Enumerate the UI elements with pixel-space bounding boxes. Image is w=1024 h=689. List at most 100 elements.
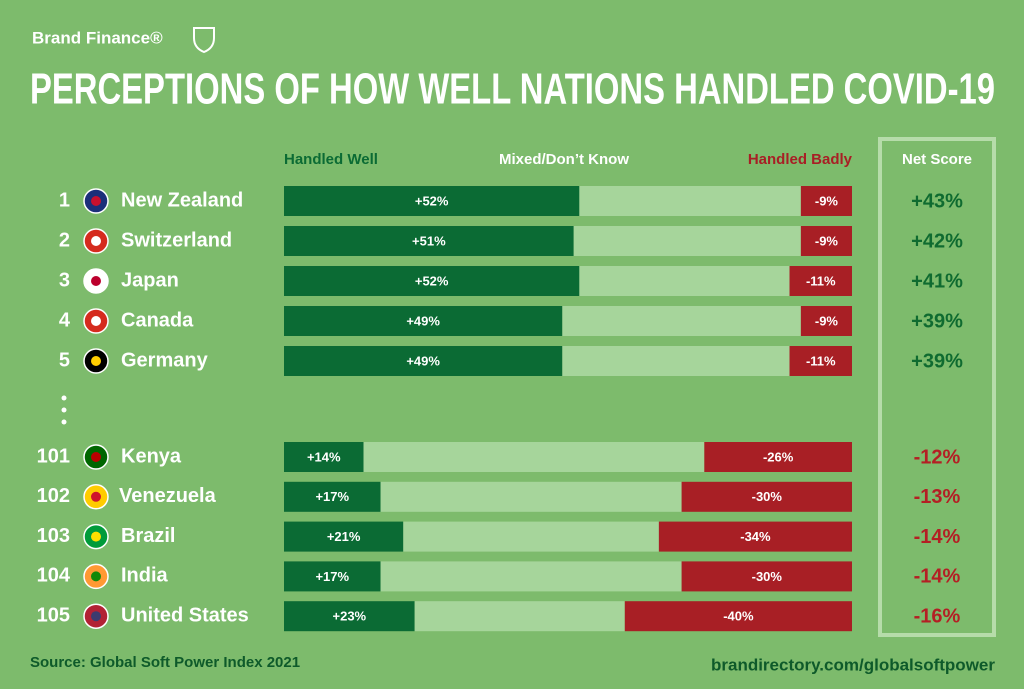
legend-label: Handled Well: [284, 151, 378, 168]
net-score: -13%: [914, 486, 961, 508]
flag-detail: [91, 491, 101, 502]
bar-segment: [284, 186, 580, 216]
value-label: -30%: [752, 489, 783, 504]
rank: 102: [37, 485, 70, 507]
bar-segment: [573, 226, 801, 256]
rank: 101: [37, 445, 70, 467]
url: brandirectory.com/globalsoftpower: [711, 655, 995, 674]
value-label: +52%: [415, 193, 449, 208]
country-name: India: [121, 565, 169, 587]
legend-label: Mixed/Don’t Know: [499, 151, 629, 168]
bar-segment: [284, 601, 415, 632]
value-label: -26%: [763, 449, 794, 464]
net-score: +39%: [911, 350, 963, 372]
bar-segment: [284, 481, 381, 512]
bar-segment: [624, 601, 852, 632]
rank: 1: [59, 189, 70, 211]
bar-segment: [800, 226, 852, 256]
country-name: Brazil: [121, 525, 175, 547]
rank: 104: [37, 565, 71, 587]
net-score: -14%: [914, 526, 961, 548]
net-score: -16%: [914, 605, 961, 627]
flag-detail: [91, 316, 101, 326]
bar-segment: [403, 521, 659, 552]
net-score-header: Net Score: [902, 151, 972, 168]
rank: 105: [37, 604, 70, 626]
net-score: -14%: [914, 566, 961, 588]
country-name: Canada: [121, 309, 194, 331]
net-score: +43%: [911, 190, 963, 212]
bar-segment: [284, 521, 404, 552]
value-label: -9%: [815, 193, 839, 208]
rank: 3: [59, 269, 70, 291]
source: Source: Global Soft Power Index 2021: [30, 654, 300, 671]
rank: 4: [59, 309, 71, 331]
flag-detail: [91, 276, 101, 286]
country-name: Switzerland: [121, 229, 232, 251]
brand-crest: [193, 27, 215, 54]
value-label: -9%: [815, 313, 839, 328]
dot: [61, 419, 67, 425]
bar-segment: [380, 561, 682, 592]
rank: 2: [59, 229, 70, 251]
flag-detail: [91, 531, 101, 542]
bar-segment: [579, 266, 790, 296]
value-label: +17%: [315, 569, 349, 584]
net-score: +39%: [911, 310, 963, 332]
bar-segment: [800, 186, 852, 216]
value-label: +49%: [406, 313, 440, 328]
value-label: -34%: [740, 529, 771, 544]
bar-segment: [562, 346, 790, 376]
rank: 103: [37, 525, 70, 547]
legend-label: Handled Badly: [748, 151, 853, 168]
bar-segment: [579, 186, 801, 216]
bar-segment: [284, 226, 574, 256]
country-name: Japan: [121, 269, 179, 291]
flag-detail: [91, 196, 101, 206]
flag-detail: [91, 236, 101, 246]
flag-detail: [91, 452, 101, 462]
value-label: +21%: [327, 529, 361, 544]
value-label: -40%: [723, 609, 754, 624]
country-name: United States: [121, 604, 249, 626]
dot: [61, 407, 67, 413]
bar-segment: [284, 266, 580, 296]
net-score: +41%: [911, 270, 963, 292]
chart-title: PERCEPTIONS OF HOW WELL NATIONS HANDLED …: [30, 65, 995, 114]
value-label: +49%: [406, 353, 440, 368]
bar-segment: [681, 481, 852, 512]
value-label: +52%: [415, 273, 449, 288]
bar-segment: [704, 442, 852, 472]
bar-segment: [800, 306, 852, 336]
bar-segment: [789, 266, 852, 296]
bar-segment: [284, 306, 563, 336]
value-label: +51%: [412, 233, 446, 248]
value-label: -11%: [806, 353, 836, 368]
bar-segment: [284, 442, 364, 472]
value-label: -30%: [752, 569, 783, 584]
bar-segment: [789, 346, 852, 376]
bar-segment: [681, 561, 852, 592]
flag-detail: [91, 611, 101, 622]
ellipsis: [61, 395, 67, 425]
bar-segment: [414, 601, 625, 632]
bar-segment: [363, 442, 705, 472]
bar-segment: [284, 346, 563, 376]
bar-segment: [562, 306, 801, 336]
net-score: +42%: [911, 230, 963, 252]
net-score-box: [878, 137, 996, 637]
dot: [61, 395, 67, 401]
rank: 5: [59, 349, 70, 371]
value-label: -9%: [815, 233, 839, 248]
flag-detail: [91, 356, 101, 366]
country-name: Venezuela: [119, 485, 217, 507]
value-label: +17%: [315, 489, 349, 504]
bar-segment: [284, 561, 381, 592]
net-score: -12%: [914, 446, 961, 468]
country-name: Kenya: [121, 445, 182, 467]
value-label: +14%: [307, 449, 341, 464]
country-name: Germany: [121, 349, 209, 371]
value-label: -11%: [806, 273, 836, 288]
value-label: +23%: [333, 609, 367, 624]
